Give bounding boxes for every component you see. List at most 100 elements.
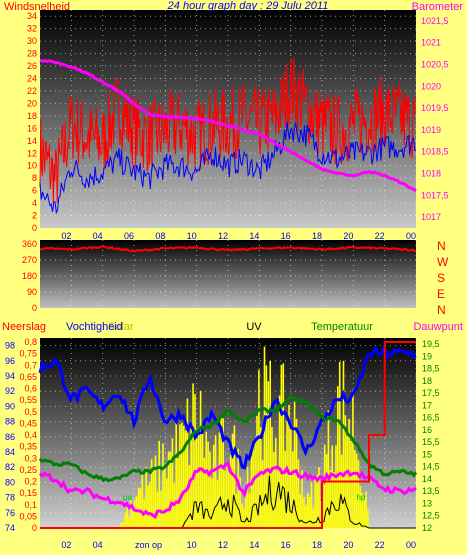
solar-bar [135, 496, 138, 528]
compass-label: S [437, 271, 445, 285]
solar-bar [288, 404, 290, 528]
wind-x-tick-label: 04 [93, 231, 103, 241]
wind-x-tick-label: 18 [312, 231, 322, 241]
solar-bar [209, 451, 211, 528]
solar-bar [145, 467, 147, 528]
solar-bar [175, 420, 177, 528]
solar-bar [231, 433, 234, 528]
temperature-tick-label: 18,5 [422, 364, 440, 374]
wind-tick-label: 32 [27, 24, 37, 34]
wind-tick-label: 28 [27, 49, 37, 59]
solar-bar [365, 491, 367, 528]
rain-tick-label: 0,8 [24, 337, 37, 347]
humidity-tick-label: 90 [5, 401, 15, 411]
rain-tick-label: 0,3 [24, 453, 37, 463]
rain-tick-label: 0,4 [24, 430, 37, 440]
rain-tick-label: 0,35 [19, 442, 37, 452]
solar-bar [203, 458, 206, 528]
solar-bar [318, 467, 320, 528]
humidity-tick-label: 82 [5, 462, 15, 472]
solar-bar [226, 464, 228, 528]
compass-label: N [437, 303, 446, 317]
humidity-tick-label: 74 [5, 523, 15, 533]
solar-bar [314, 476, 317, 528]
axis-labels: 024681012141618202224262830323410171017,… [5, 11, 449, 550]
wind-tick-label: 22 [27, 86, 37, 96]
wind-speed-line [39, 57, 417, 204]
solar-bar [361, 492, 364, 528]
temperature-tick-label: 14,5 [422, 462, 440, 472]
temperature-tick-label: 13 [422, 498, 432, 508]
solar-bar [124, 512, 127, 528]
climate-x-tick-label: 18 [312, 540, 322, 550]
temperature-tick-label: 15 [422, 449, 432, 459]
series-layer [38, 57, 418, 529]
solar-bar [305, 504, 307, 528]
solar-bar [149, 482, 151, 528]
solar-bar [340, 454, 343, 528]
solar-bar [312, 508, 315, 528]
rain-tick-label: 0,5 [24, 407, 37, 417]
temperature-tick-label: 16 [422, 425, 432, 435]
rain-tick-label: 0 [32, 523, 37, 533]
wind-x-tick-label: 08 [155, 231, 165, 241]
rain-tick-label: 0,45 [19, 418, 37, 428]
barometer-tick-label: 1021 [421, 38, 441, 48]
solar-bar [327, 410, 330, 528]
solar-bar [284, 450, 286, 528]
solar-bar [154, 455, 157, 528]
solar-bar [152, 469, 155, 528]
wind-x-tick-label: 06 [124, 231, 134, 241]
chart-title: 24 hour graph day : 29 Julu 2011 [167, 0, 329, 12]
solar-bar [158, 440, 160, 528]
solar-bar [196, 438, 198, 528]
barometer-axis-title: Barometer [412, 1, 464, 13]
solar-bar [132, 504, 134, 528]
solar-bar [355, 453, 358, 528]
solar-bar [308, 496, 311, 528]
rain-tick-label: 0,05 [19, 511, 37, 521]
solar-bar [363, 498, 365, 528]
solar-bar [179, 424, 181, 528]
temperature-tick-label: 19 [422, 351, 432, 361]
solar-bar [250, 455, 253, 528]
wind-x-tick-label: 10 [187, 231, 197, 241]
rain-tick-label: 0,6 [24, 384, 37, 394]
solar-bar [224, 470, 226, 528]
sun-annotation: hp [356, 493, 365, 502]
solar-bar [254, 442, 256, 528]
climate-x-tick-label: 04 [93, 540, 103, 550]
solar-bar [271, 427, 273, 528]
solar-bar [316, 474, 318, 528]
solar-bar [350, 440, 352, 528]
solar-bar [269, 361, 271, 528]
wind-x-tick-label: 12 [218, 231, 228, 241]
solar-bar [265, 365, 268, 528]
solar-bar [301, 469, 303, 528]
solar-bar [299, 494, 301, 528]
climate-x-tick-label: 20 [343, 540, 353, 550]
wind-average-line [39, 121, 417, 215]
barometer-tick-label: 1017,5 [421, 190, 449, 200]
wind-tick-label: 26 [27, 61, 37, 71]
solar-bar [256, 415, 258, 528]
solar-bar [162, 443, 164, 528]
solar-bar [190, 426, 192, 528]
barometer-tick-label: 1018,5 [421, 147, 449, 157]
temperature-tick-label: 17 [422, 400, 432, 410]
temperature-tick-label: 17,5 [422, 388, 440, 398]
solar-bar [126, 507, 129, 528]
panel-wind-direction [40, 240, 416, 308]
solar-bar [228, 469, 230, 528]
solar-bar [367, 509, 369, 528]
climate-x-tick-label: 12 [218, 540, 228, 550]
solar-bar [276, 470, 279, 528]
wind-axis-title: Windsnelheid [4, 1, 70, 13]
wind-tick-label: 10 [27, 161, 37, 171]
wind-tick-label: 14 [27, 136, 37, 146]
solar-bar [192, 383, 194, 528]
rain-tick-label: 0,75 [19, 349, 37, 359]
solar-bar [342, 360, 345, 528]
humidity-tick-label: 96 [5, 356, 15, 366]
solar-bar [293, 401, 296, 528]
